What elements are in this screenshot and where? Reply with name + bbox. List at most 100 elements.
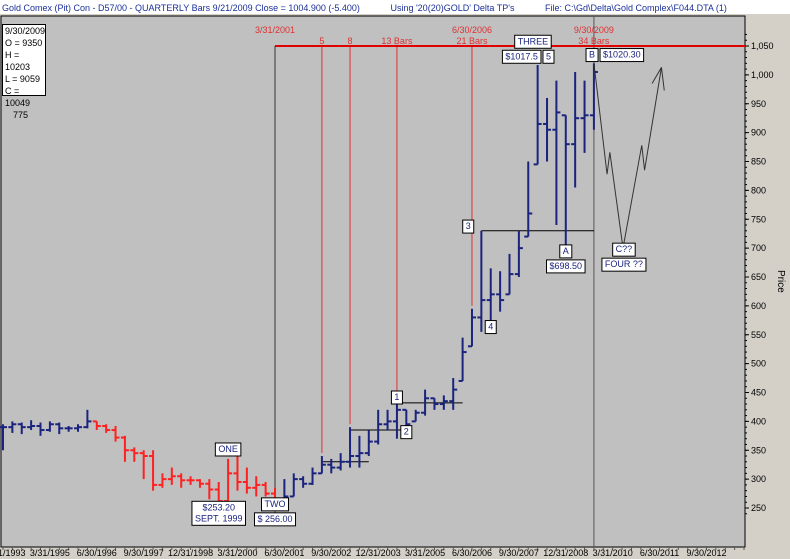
y-tick-label: 600	[751, 301, 766, 311]
annotation-label: 1	[394, 392, 399, 402]
time-marker-date: 6/30/2006	[452, 25, 492, 35]
annotation: 2	[400, 425, 413, 440]
time-marker-count: 21 Bars	[456, 36, 488, 46]
x-tick-label: 9/30/2012	[686, 548, 726, 558]
time-marker-count: 13 Bars	[381, 36, 413, 46]
symbol-title: Gold Comex (Pit) Con - D57/00 - QUARTERL…	[2, 3, 360, 13]
x-tick-label: 9/30/2002	[311, 548, 351, 558]
y-tick-label: 900	[751, 128, 766, 138]
projection-arrow	[651, 67, 662, 84]
y-tick-label: 400	[751, 416, 766, 426]
annotation-label: THREE	[518, 36, 549, 46]
x-tick-label: 3/31/1995	[30, 548, 70, 558]
annotation-label: $698.50	[550, 261, 583, 271]
x-tick-label: 6/30/2001	[264, 548, 304, 558]
annotation-box	[214, 442, 242, 457]
time-marker-date: 9/30/2009	[574, 25, 614, 35]
x-tick-label: 12/31/2003	[356, 548, 401, 558]
annotation: 4	[484, 320, 497, 335]
annotation-label: A	[563, 246, 569, 256]
annotation-box	[585, 48, 599, 63]
info-open: O = 9350	[5, 38, 43, 48]
annotation-box	[191, 500, 246, 526]
info-date: 9/30/2009	[5, 26, 46, 36]
x-tick-label: 6/30/1996	[77, 548, 117, 558]
annotation-label: $ 256.00	[257, 514, 292, 524]
annotation-label: 5	[546, 51, 551, 61]
annotation-label: 4	[488, 322, 493, 332]
x-tick-label: 9/30/2007	[499, 548, 539, 558]
annotation-label: FOUR ??	[605, 259, 643, 269]
annotation-label: B	[589, 50, 595, 60]
y-tick-label: 550	[751, 330, 766, 340]
y-tick-label: 950	[751, 99, 766, 109]
annotation-box	[514, 34, 552, 49]
annotation: $1017.5	[501, 49, 542, 64]
annotation: C??	[612, 242, 636, 257]
y-tick-label: 650	[751, 272, 766, 282]
annotation-box	[559, 244, 573, 259]
file-path: File: C:\Gd\Delta\Gold Complex\F044.DTA …	[545, 3, 727, 13]
x-tick-label: 3/31/2010	[593, 548, 633, 558]
annotation-box	[599, 48, 645, 63]
annotation-box	[601, 257, 647, 272]
annotation: 5	[542, 49, 555, 64]
annotation-box	[400, 425, 413, 440]
annotation-label: 2	[404, 427, 409, 437]
annotation: THREE	[514, 34, 552, 49]
annotation-box	[390, 390, 403, 405]
annotation: $698.50	[546, 259, 586, 274]
annotation-box	[484, 320, 497, 335]
annotation: B	[585, 48, 599, 63]
annotation: ONE	[214, 442, 242, 457]
time-marker-count: 8	[348, 36, 353, 46]
y-tick-label: 750	[751, 214, 766, 224]
info-high: H = 10203	[5, 50, 31, 72]
chart-header: Gold Comex (Pit) Con - D57/00 - QUARTERL…	[2, 3, 755, 13]
projection-path	[593, 63, 665, 249]
annotation-label: $1017.5	[505, 51, 538, 61]
ohlc-info-box: 9/30/2009 O = 9350 H = 10203 L = 9059 C …	[2, 24, 46, 120]
y-tick-label: 450	[751, 388, 766, 398]
x-tick-label: 6/30/2006	[452, 548, 492, 558]
time-marker-count: 34 Bars	[578, 36, 610, 46]
y-tick-label: 300	[751, 474, 766, 484]
annotation-label: $253.20	[202, 502, 235, 512]
y-tick-label: 1,000	[751, 70, 774, 80]
y-tick-label: 800	[751, 185, 766, 195]
annotation: A	[559, 244, 573, 259]
x-tick-label: 6/30/2011	[640, 548, 679, 558]
annotation: $1020.30	[599, 48, 645, 63]
annotation-label: $1020.30	[603, 50, 641, 60]
y-tick-label: 850	[751, 157, 766, 167]
x-tick-label: 9/30/1997	[124, 548, 164, 558]
info-close: C = 10049	[5, 86, 31, 108]
annotation-box	[542, 49, 555, 64]
x-tick-label: 3/31/2000	[217, 548, 257, 558]
plot-area	[0, 15, 746, 548]
x-tick-label: 3/31/2005	[405, 548, 445, 558]
delta-tp-label: Using '20(20)GOLD' Delta TP's	[390, 3, 515, 13]
annotation: FOUR ??	[601, 257, 647, 272]
annotation: TWO	[261, 497, 289, 512]
annotation-box	[612, 242, 636, 257]
annotation-label: ONE	[218, 444, 238, 454]
x-tick-label: 12/31/1998	[168, 548, 213, 558]
annotation: 1	[390, 390, 403, 405]
y-tick-label: 350	[751, 445, 766, 455]
y-tick-label: 700	[751, 243, 766, 253]
annotation-label: SEPT. 1999	[195, 513, 243, 523]
annotation-label: TWO	[265, 499, 286, 509]
annotation-box	[253, 512, 297, 527]
annotation-label: C??	[616, 244, 633, 254]
y-tick-label: 1,050	[751, 41, 774, 51]
x-tick-label: 12/31/2008	[543, 548, 588, 558]
annotation-label: 3	[466, 221, 471, 231]
y-axis-label: Price	[775, 270, 786, 293]
time-marker-count: 5	[319, 36, 324, 46]
annotation-box	[501, 49, 542, 64]
annotation: $ 256.00	[253, 512, 297, 527]
annotation-box	[462, 219, 475, 234]
info-low: L = 9059	[5, 74, 40, 84]
